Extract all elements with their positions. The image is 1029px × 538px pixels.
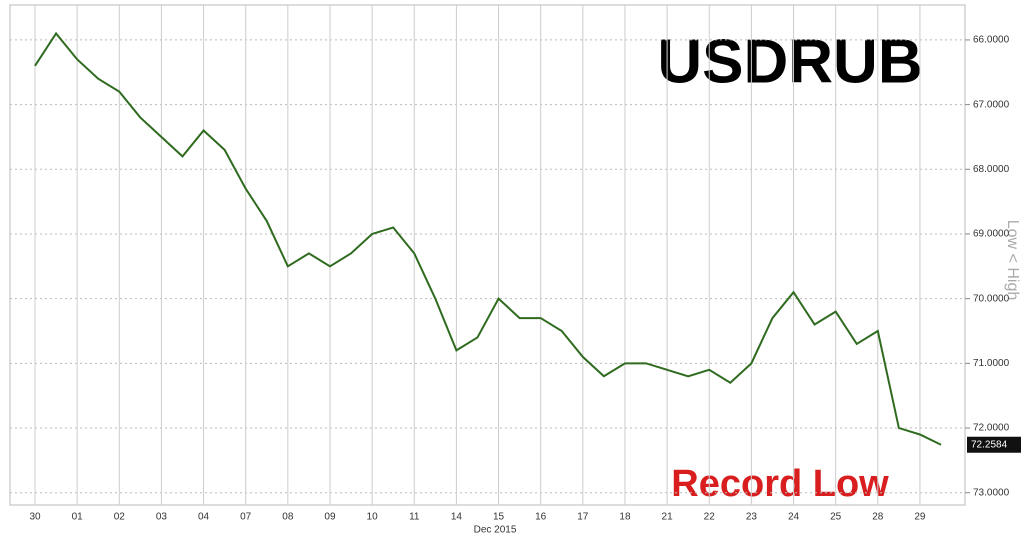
x-tick-label: 29 [914,512,926,523]
y-tick-label: 72.0000 [973,423,1010,434]
y-tick-label: 71.0000 [973,358,1010,369]
y-tick-label: 70.0000 [973,293,1010,304]
y-tick-label: 66.0000 [973,35,1010,46]
x-tick-label: 18 [619,512,631,523]
y-tick-label: 73.0000 [973,487,1010,498]
x-tick-label: 30 [29,512,41,523]
price-line [34,31,942,446]
y-tick-label: 67.0000 [973,99,1010,110]
side-label: Low < High [1004,220,1021,301]
x-tick-label: 10 [367,512,379,523]
x-tick-label: 23 [746,512,758,523]
x-tick-label: 07 [240,512,252,523]
x-tick-label: 01 [72,512,84,523]
chart-title: USDRUB [657,27,922,96]
annotation: Record Low [671,463,889,505]
x-axis-label: Dec 2015 [474,525,517,536]
last-price-label: 72.2584 [971,439,1008,450]
x-tick-label: 11 [409,512,420,523]
x-tick-label: 02 [114,512,126,523]
x-tick-label: 14 [451,512,463,523]
x-tick-label: 03 [156,512,168,523]
x-tick-label: 28 [872,512,884,523]
x-tick-label: 25 [830,512,842,523]
x-tick-label: 04 [198,512,210,523]
x-tick-label: 16 [535,512,547,523]
x-tick-label: 09 [324,512,336,523]
plot-area [9,4,966,506]
last-price-tag [967,436,1021,453]
x-tick-label: 22 [704,512,716,523]
y-tick-label: 68.0000 [973,164,1010,175]
x-tick-label: 15 [493,512,505,523]
x-tick-label: 08 [282,512,294,523]
x-tick-label: 24 [788,512,800,523]
x-tick-label: 17 [577,512,589,523]
x-tick-label: 21 [662,512,674,523]
y-tick-label: 69.0000 [973,229,1010,240]
